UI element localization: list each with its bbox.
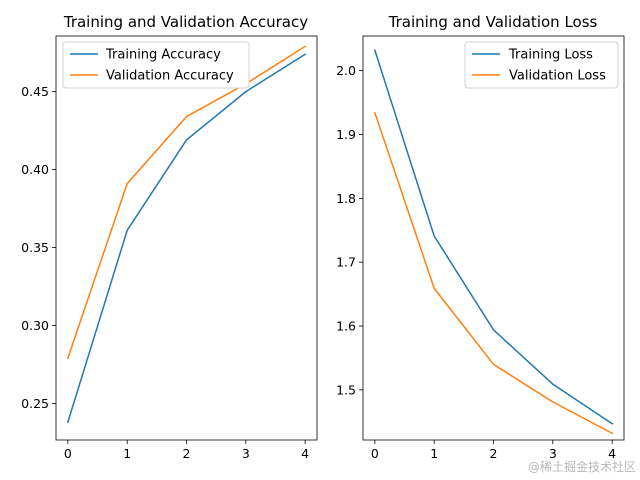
loss-y-tick-label: 2.0 (336, 63, 356, 78)
loss-y-tick-label: 1.8 (336, 191, 356, 206)
loss-legend-box (464, 41, 619, 89)
accuracy-y-tick-label: 0.35 (21, 240, 49, 255)
legend-label-validation-loss: Validation Loss (509, 69, 606, 84)
accuracy-legend: Training Accuracy Validation Accuracy (62, 41, 250, 89)
loss-y-tick-label: 1.6 (336, 319, 356, 334)
accuracy-x-tick-label: 4 (301, 446, 309, 461)
watermark: @稀土掘金技术社区 (528, 459, 636, 474)
accuracy-y-tick-label: 0.30 (21, 318, 49, 333)
accuracy-chart-panel: Training and Validation Accuracy 0 1 2 3 4 0.… (21, 13, 318, 461)
loss-y-tick-label: 1.5 (336, 382, 356, 397)
loss-series-layer (373, 49, 614, 435)
loss-x-tick-label: 4 (608, 446, 616, 461)
legend-label-training-accuracy: Training Accuracy (105, 48, 221, 63)
accuracy-x-tick-label: 2 (183, 446, 191, 461)
accuracy-axes-layer: 0 1 2 3 4 0.25 0.30 0.35 0.40 0.45 (21, 84, 309, 461)
validation-accuracy-series-line (66, 45, 307, 360)
accuracy-chart-title: Training and Validation Accuracy (63, 13, 308, 31)
accuracy-legend-box (62, 41, 250, 89)
legend-label-training-loss: Training Loss (508, 48, 593, 63)
loss-y-tick-label: 1.7 (336, 255, 356, 270)
accuracy-y-tick-label: 0.45 (21, 84, 49, 99)
accuracy-x-tick-label: 0 (64, 446, 72, 461)
training-loss-series-line (373, 49, 614, 425)
accuracy-plot-frame (55, 35, 318, 441)
loss-axes-layer: 0 1 2 3 4 1.5 1.6 1.7 1.8 1.9 2.0 (336, 63, 616, 461)
loss-x-tick-label: 2 (490, 446, 498, 461)
accuracy-y-tick-label: 0.25 (21, 396, 49, 411)
accuracy-x-tick-label: 1 (123, 446, 131, 461)
loss-y-tick-label: 1.9 (336, 127, 356, 142)
accuracy-x-tick-label: 3 (242, 446, 250, 461)
accuracy-y-tick-label: 0.40 (21, 162, 49, 177)
loss-x-tick-label: 0 (371, 446, 379, 461)
loss-x-tick-label: 3 (549, 446, 557, 461)
legend-label-validation-accuracy: Validation Accuracy (106, 69, 234, 84)
accuracy-series-layer (66, 45, 307, 424)
loss-chart-panel: Training and Validation Loss 0 1 2 3 4 1.5 1.6… (336, 13, 625, 461)
loss-legend: Training Loss Validation Loss (464, 41, 619, 89)
loss-x-tick-label: 1 (430, 446, 438, 461)
loss-chart-title: Training and Validation Loss (388, 13, 598, 31)
loss-plot-frame (362, 35, 625, 441)
training-accuracy-series-line (66, 53, 307, 424)
